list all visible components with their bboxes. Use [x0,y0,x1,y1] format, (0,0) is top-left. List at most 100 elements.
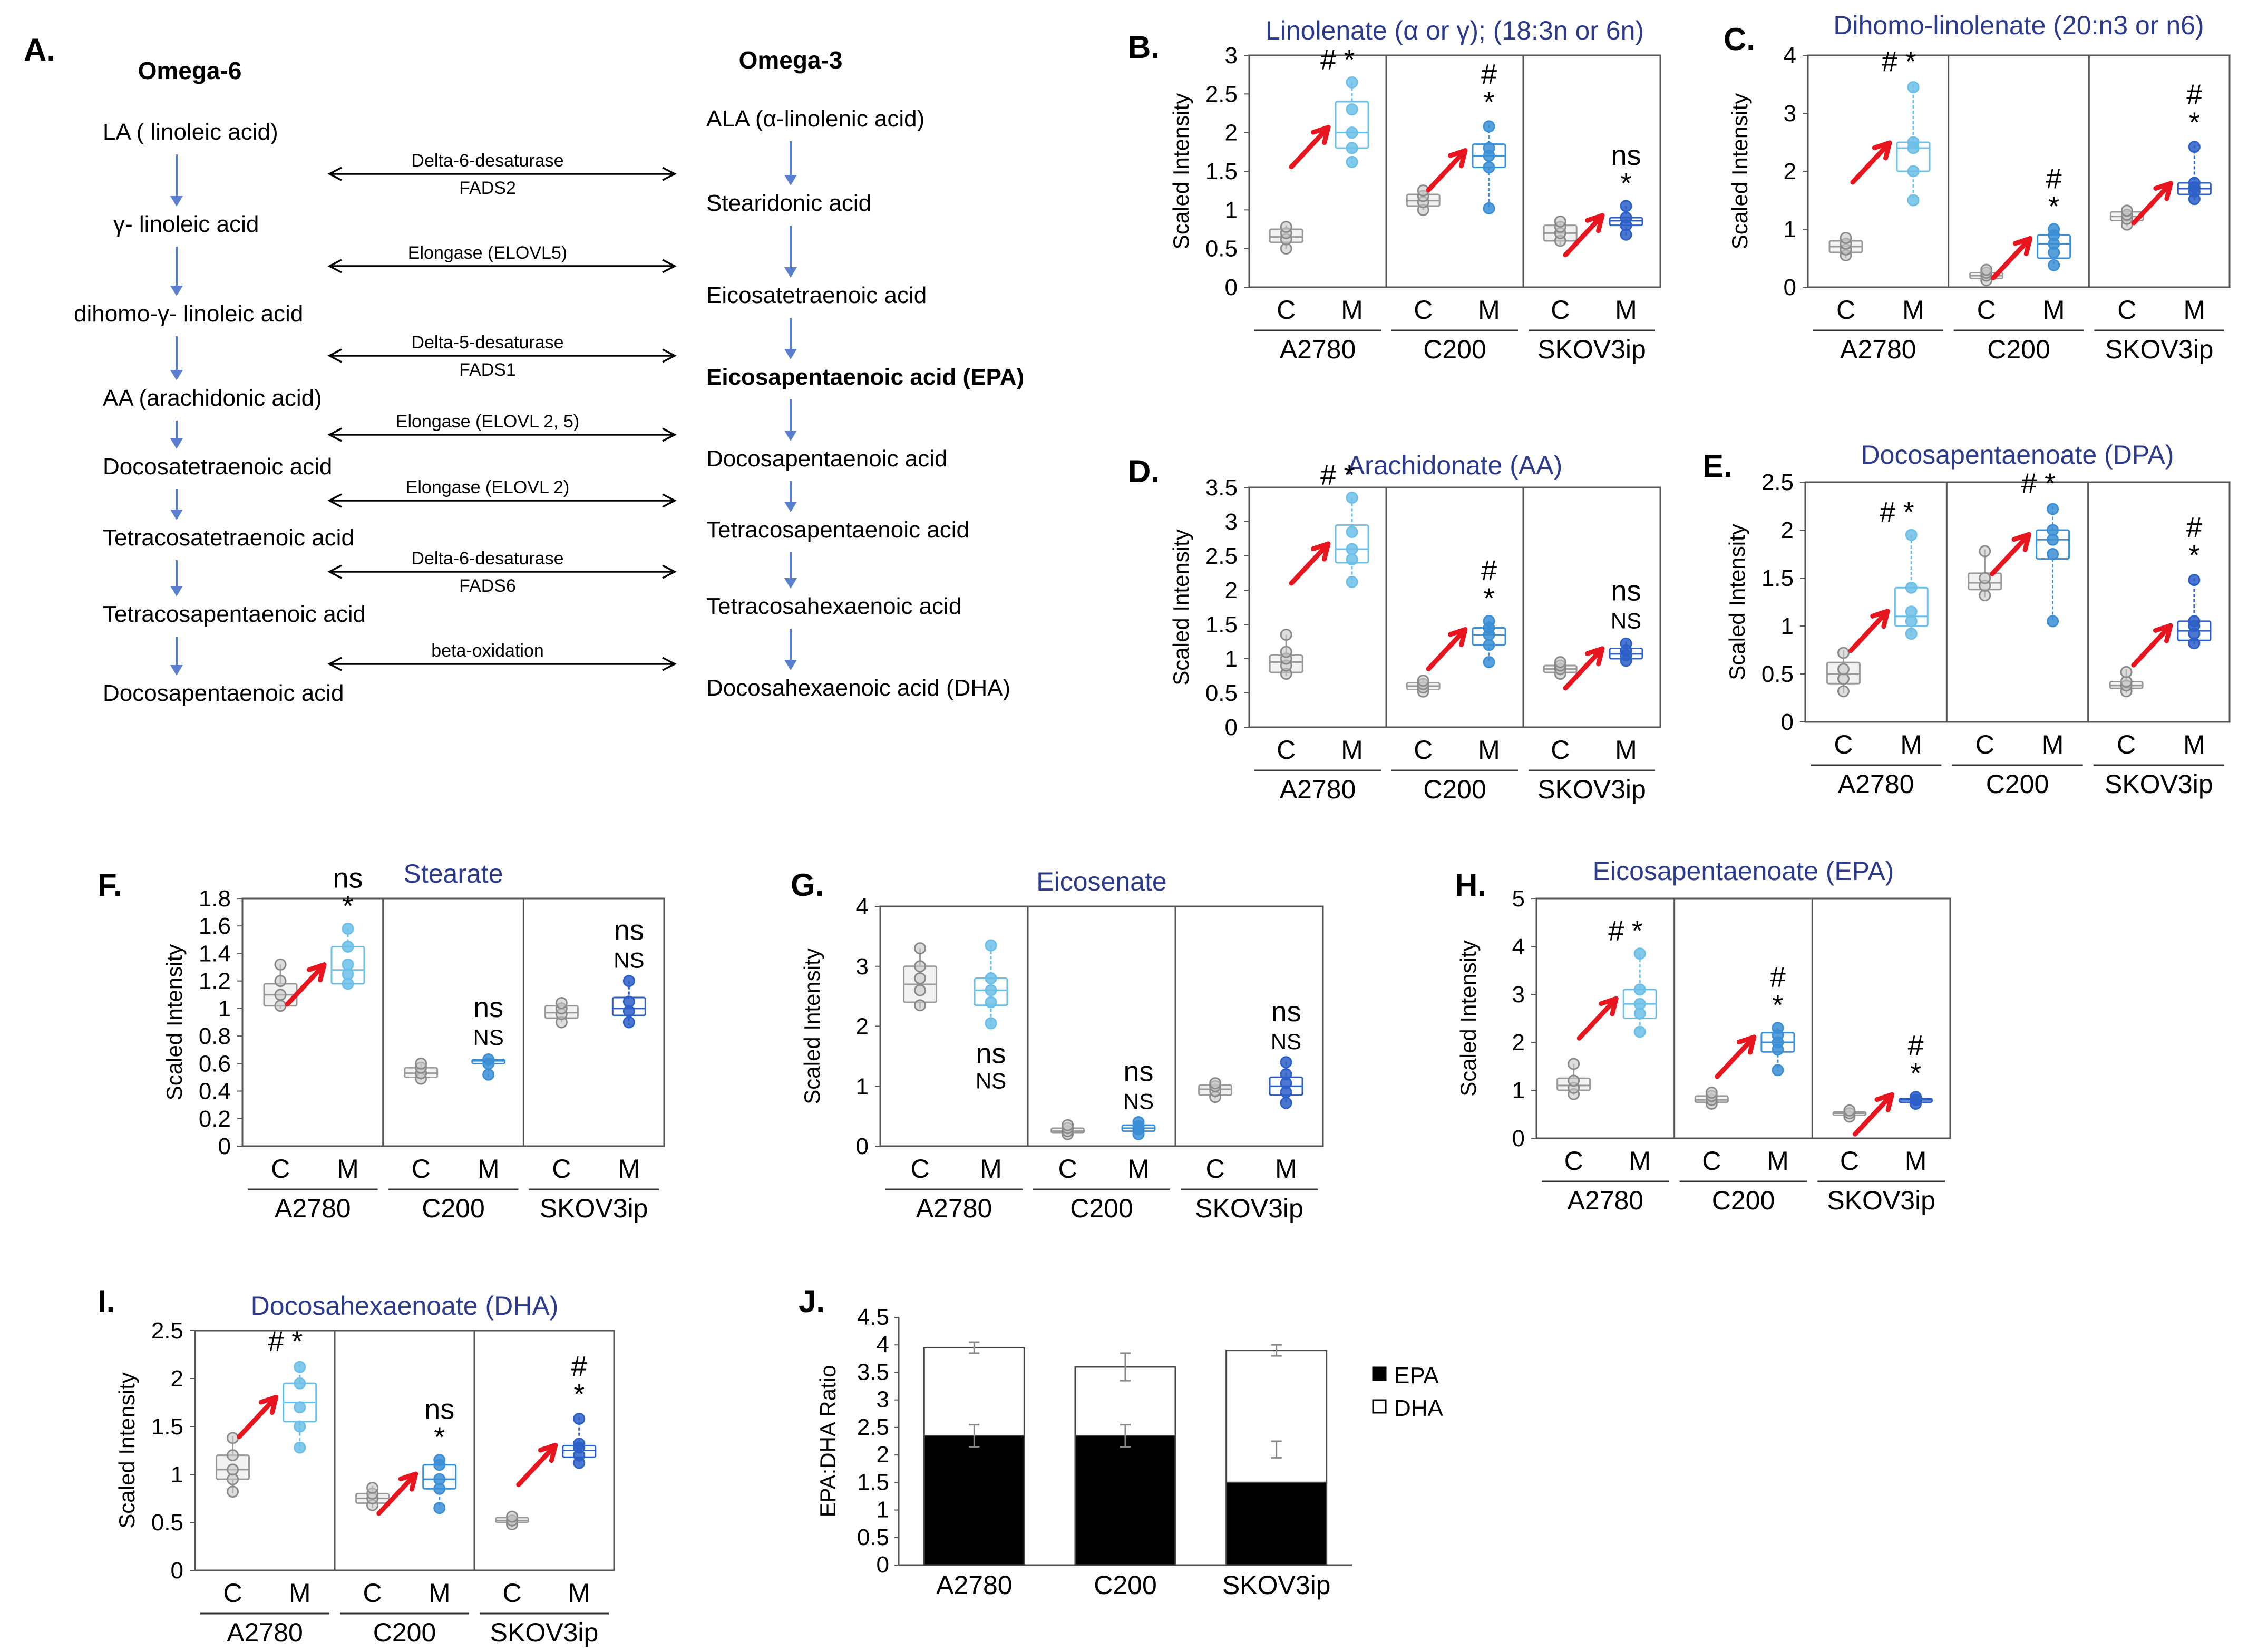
category-label: A2780 [936,1570,1013,1600]
data-point [2120,666,2133,678]
y-tick-label: 0 [1225,715,1238,740]
enzyme-arrow-left-head [327,259,342,273]
data-point [1905,605,1918,618]
condition-label: C [2117,730,2136,759]
significance-mark: # [571,1351,587,1382]
significance-mark: * [2045,468,2056,500]
down-arrow-omega6-head [170,196,183,207]
box-A2780-M: # * [1576,915,1657,1041]
condition-label: C [1840,1146,1859,1176]
red-arrow-shaft [237,1395,279,1439]
condition-label: C [1277,295,1296,325]
y-axis-label: Scaled Intensity [162,944,187,1101]
group-label: C200 [1070,1194,1133,1223]
box-SKOV3ip-M: #* [516,1351,597,1487]
red-arrow-head [1599,996,1619,1016]
y-tick-label: 1.5 [1205,612,1238,638]
down-arrow-omega6-head [170,586,183,597]
y-tick-label: 2 [1784,159,1796,184]
box-C200-M: #* [1715,962,1795,1079]
enzyme-name: Delta-6-desaturase [411,549,563,569]
y-tick-label: 0.6 [199,1051,231,1077]
red-arrow-head [258,1395,279,1415]
significance-mark: * [1483,86,1494,118]
enzyme-name: Elongase (ELOVL 2) [406,477,570,497]
red-arrow-icon [1848,609,1890,653]
red-arrow-head [307,962,327,983]
red-arrow-shaft [1848,609,1890,653]
data-point [1417,675,1429,687]
box-SKOV3ip-C [1198,1077,1233,1103]
data-point [914,960,927,973]
box-SKOV3ip-M: #* [2131,512,2212,668]
data-point [985,939,997,952]
red-arrow-icon [1289,125,1331,170]
red-arrow-head [1585,213,1605,233]
condition-label: M [1127,1154,1150,1184]
omega3-item: ALA (α-linolenic acid) [706,106,924,132]
red-arrow-head [1448,627,1468,648]
y-tick-label: 3.5 [1205,475,1238,501]
data-point [1346,126,1358,139]
panel-label: F. [98,867,122,903]
data-point [1280,629,1292,641]
condition-label: C [1206,1154,1225,1184]
y-tick-label: 1 [171,1462,183,1488]
y-tick-label: 0 [877,1552,889,1578]
enzyme-arrow-right-head [662,564,677,579]
chart-title: Arachidonate (AA) [1347,451,1563,480]
significance-mark: # [2186,79,2202,111]
condition-label: M [1767,1146,1789,1176]
y-tick-label: 3 [1225,509,1238,535]
red-arrow-shaft [1853,1092,1895,1137]
data-point [985,996,997,1009]
omega6-item: AA (arachidonic acid) [103,385,322,411]
red-arrow-shaft [1289,541,1331,586]
red-arrow-head [2153,181,2173,201]
condition-label: C [1414,295,1433,325]
enzyme-arrow-right-head [662,167,677,181]
data-point [1907,194,1920,207]
data-point [1554,215,1566,228]
panel-label: C. [1724,22,1755,57]
data-point [1346,142,1358,154]
significance-mark: ns [333,862,363,894]
data-point [294,1420,306,1433]
box-SKOV3ip-C [544,996,579,1029]
box-C200-C [1694,1087,1729,1110]
y-tick-label: 3 [1512,982,1525,1008]
data-point [1209,1077,1222,1090]
significance-mark: # [1880,496,1895,528]
data-point [1772,1022,1784,1034]
data-point [555,996,568,1009]
red-arrow-icon [516,1443,558,1487]
box-A2780-M: # * [1289,44,1369,170]
data-point [573,1438,586,1450]
red-arrow-head [1448,148,1468,169]
y-tick-label: 3 [877,1387,889,1413]
data-point [342,940,354,953]
significance-mark: # [1608,915,1624,947]
data-point [1483,656,1495,668]
y-tick-label: 2 [171,1366,183,1392]
group-label: C200 [1423,775,1486,804]
significance-mark: * [1620,168,1631,199]
significance-mark: # [1320,460,1336,491]
data-point [2188,177,2201,189]
group-label: A2780 [1280,335,1356,364]
significance-mark: * [573,1379,585,1410]
significance-mark: # [1908,1030,1924,1061]
enzyme-name: Elongase (ELOVL5) [408,243,567,263]
data-point [1346,492,1358,504]
y-tick-label: 1.5 [1761,565,1794,591]
red-arrow-icon [1576,996,1619,1041]
y-tick-label: 0 [856,1133,869,1159]
data-point [1910,1091,1922,1103]
red-arrow-icon [1990,532,2032,576]
data-point [1620,200,1632,212]
y-tick-label: 1 [1512,1078,1525,1103]
significance-mark: # [2186,512,2202,543]
data-point [1837,647,1850,659]
